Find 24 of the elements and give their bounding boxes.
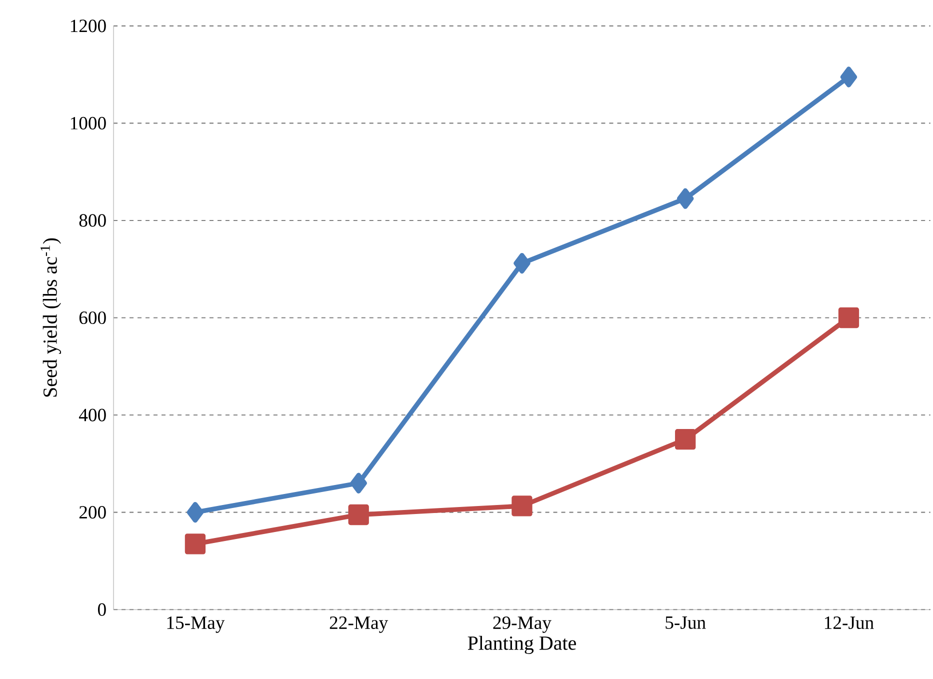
point bbox=[514, 252, 530, 274]
y-tick-label: 200 bbox=[79, 506, 106, 519]
point bbox=[350, 472, 367, 494]
x-tick-label: 15-May bbox=[167, 616, 225, 633]
x-tick-label: 29-May bbox=[493, 616, 552, 633]
point bbox=[348, 504, 369, 526]
point bbox=[512, 496, 532, 516]
y-tick-label: 400 bbox=[78, 408, 106, 422]
y-tick-label: 800 bbox=[79, 214, 106, 227]
x-axis-title: Planting Date bbox=[468, 636, 576, 654]
x-tick-label: 5-Jun bbox=[666, 616, 706, 629]
y-tick-label: 1200 bbox=[70, 20, 106, 32]
x-tick-label: 12-Jun bbox=[824, 616, 874, 629]
point bbox=[675, 428, 696, 450]
y-tick-label: 1000 bbox=[70, 116, 106, 130]
point bbox=[677, 188, 694, 209]
y-tick-label: 0 bbox=[98, 603, 106, 616]
point bbox=[838, 307, 860, 328]
y-tick-label: 600 bbox=[79, 311, 106, 324]
point bbox=[840, 66, 858, 88]
point bbox=[186, 502, 204, 523]
x-tick-label: 22-May bbox=[330, 616, 388, 633]
y-axis-title: Seed yield (lbs ac$^{-1}$) bbox=[40, 238, 62, 397]
point bbox=[184, 534, 206, 554]
